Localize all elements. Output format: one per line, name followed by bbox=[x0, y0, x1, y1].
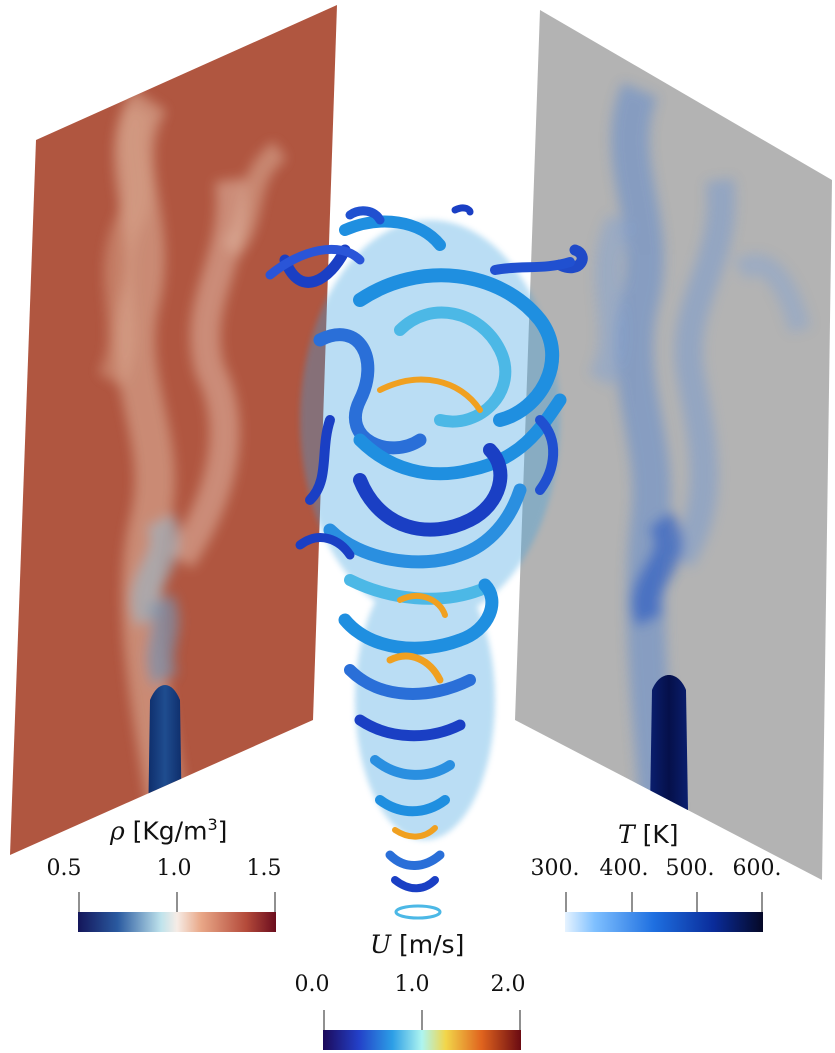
temperature-slice-plane bbox=[515, 10, 832, 880]
temperature-symbol: T bbox=[618, 820, 635, 849]
temperature-tick-label: 400. bbox=[599, 856, 649, 881]
density-unit-exponent: 3 bbox=[207, 815, 218, 834]
density-colorbar-gradient bbox=[78, 912, 276, 932]
velocity-colorbar-gradient bbox=[323, 1030, 521, 1050]
velocity-unit: [m/s] bbox=[399, 930, 465, 959]
velocity-colorbar bbox=[323, 1010, 521, 1050]
density-tick-label: 1.0 bbox=[156, 856, 192, 881]
velocity-symbol: U bbox=[370, 930, 392, 959]
temperature-colorbar-gradient bbox=[565, 912, 763, 932]
density-slice-plane bbox=[10, 5, 337, 855]
temperature-tick-label: 300. bbox=[530, 856, 580, 881]
velocity-tick-label: 2.0 bbox=[490, 972, 526, 997]
temperature-unit: [K] bbox=[642, 820, 679, 849]
density-unit-close: ] bbox=[217, 816, 228, 846]
temperature-tick-label: 500. bbox=[665, 856, 715, 881]
temperature-tick-label: 600. bbox=[732, 856, 782, 881]
temperature-colorbar bbox=[565, 892, 763, 932]
temperature-colorbar-title: T [K] bbox=[618, 820, 679, 849]
velocity-colorbar-title: U [m/s] bbox=[370, 930, 464, 959]
vortex-isosurface-plume bbox=[265, 204, 588, 920]
density-tick-label: 0.5 bbox=[46, 856, 82, 881]
density-tick-label: 1.5 bbox=[246, 856, 282, 881]
density-colorbar bbox=[78, 892, 276, 932]
velocity-tick-label: 0.0 bbox=[294, 972, 330, 997]
velocity-tick-label: 1.0 bbox=[394, 972, 430, 997]
density-colorbar-title: ρ [Kg/m3] bbox=[110, 815, 227, 845]
density-unit: [Kg/m bbox=[132, 816, 208, 846]
density-symbol: ρ bbox=[110, 816, 125, 846]
